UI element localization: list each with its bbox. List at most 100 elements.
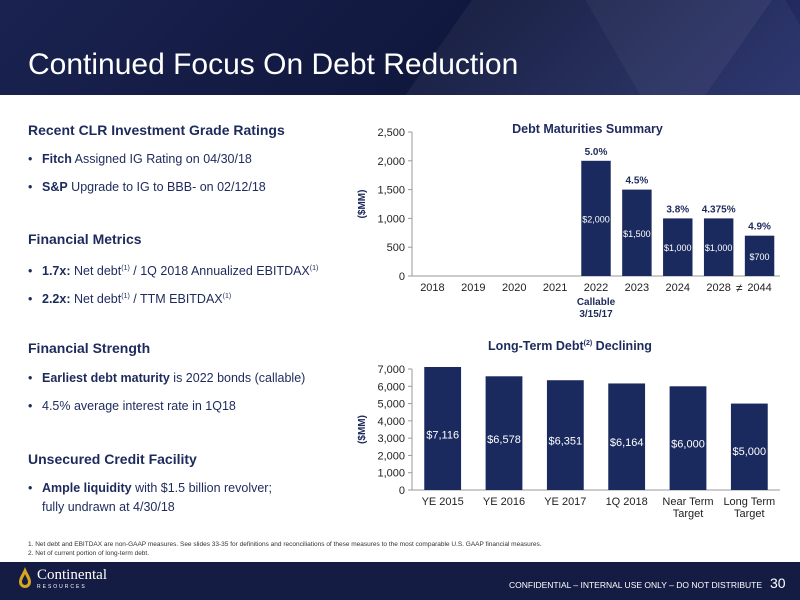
- metric-text: Net debt: [70, 292, 122, 307]
- page-title: Continued Focus On Debt Reduction: [28, 48, 519, 81]
- y-tick-label: 6,000: [377, 381, 405, 393]
- x-tick-label: 2023: [625, 282, 649, 294]
- x-tick-label: 2044: [747, 282, 771, 294]
- facility-text-line2: fully undrawn at 4/30/18: [42, 500, 175, 514]
- bar: [608, 383, 646, 490]
- y-tick-label: 1,000: [377, 213, 405, 225]
- y-tick-label: 0: [399, 485, 405, 497]
- y-tick-label: 5,000: [377, 399, 405, 411]
- bar-value-label: $6,351: [549, 436, 583, 448]
- bar-value-label: $1,000: [705, 243, 733, 253]
- ratings-item-fitch: • Fitch Assigned IG Rating on 04/30/18: [28, 152, 252, 166]
- footnote-ref: (2): [583, 339, 593, 347]
- strength-bold: Earliest debt maturity: [42, 371, 170, 385]
- rate-label: 5.0%: [585, 147, 608, 158]
- x-tick-label: Near Term: [662, 496, 713, 508]
- maturities-chart-title: Debt Maturities Summary: [512, 122, 663, 136]
- bar: [546, 380, 584, 490]
- bar-value-label: $1,500: [623, 229, 651, 239]
- metric-item-ttm: • 2.2x: Net debt(1) / TTM EBITDAX(1): [28, 292, 232, 307]
- rate-label: 4.9%: [748, 222, 771, 233]
- footer-bar: [0, 562, 800, 600]
- x-tick-label: Target: [673, 508, 704, 520]
- y-tick-label: 2,000: [377, 156, 405, 168]
- callable-date-annotation: 3/15/17: [579, 309, 613, 320]
- facility-text: with $1.5 billion revolver;: [131, 481, 272, 495]
- x-tick-label: Target: [734, 508, 765, 520]
- y-axis-label: ($MM): [357, 415, 368, 444]
- metric-bold: 1.7x:: [42, 264, 71, 279]
- x-tick-label: 2019: [461, 282, 485, 294]
- strength-heading: Financial Strength: [28, 340, 151, 356]
- footnote-ref: (1): [222, 293, 232, 300]
- bar: [669, 386, 707, 490]
- x-tick-label: Long Term: [723, 496, 775, 508]
- bar-value-label: $7,116: [426, 430, 459, 442]
- confidential-notice: CONFIDENTIAL – INTERNAL USE ONLY – DO NO…: [509, 580, 762, 590]
- x-tick-label: 2018: [420, 282, 444, 294]
- metric-text: / 1Q 2018 Annualized EBITDAX: [129, 264, 310, 279]
- bar: [663, 218, 693, 276]
- ratings-item-bold: S&P: [42, 180, 68, 194]
- bar-value-label: $700: [750, 252, 770, 262]
- x-tick-label: 2021: [543, 282, 567, 294]
- rate-label: 4.375%: [702, 204, 736, 215]
- strength-text: is 2022 bonds (callable): [169, 371, 306, 385]
- x-tick-label: 2022: [584, 282, 608, 294]
- metrics-heading: Financial Metrics: [28, 231, 142, 247]
- x-tick-label: YE 2015: [422, 496, 464, 508]
- y-tick-label: 500: [387, 242, 405, 254]
- logo-name: Continental: [37, 566, 107, 583]
- bar-value-label: $5,000: [733, 446, 767, 458]
- y-tick-label: 3,000: [377, 433, 405, 445]
- longterm-title-suffix: Declining: [592, 339, 652, 353]
- y-tick-label: 4,000: [377, 416, 405, 428]
- x-tick-label: YE 2016: [483, 496, 525, 508]
- bar-value-label: $6,578: [487, 434, 521, 446]
- x-tick-label: 2020: [502, 282, 526, 294]
- bar-value-label: $1,000: [664, 243, 692, 253]
- bar-value-label: $6,164: [610, 437, 644, 449]
- y-tick-label: 1,000: [377, 468, 405, 480]
- y-tick-label: 1,500: [377, 185, 405, 197]
- longterm-debt-chart: 0 1,000 2,000 3,000 4,000 5,000 6,000 7,000 ($MM…: [357, 364, 780, 520]
- callable-annotation: Callable: [577, 297, 616, 308]
- y-tick-label: 0: [399, 271, 405, 283]
- footnote-ref: (1): [309, 265, 319, 272]
- bar: [581, 160, 611, 276]
- x-tick-label: YE 2017: [544, 496, 586, 508]
- footnote-ref: (1): [121, 293, 130, 300]
- company-logo: Continental RESOURCES: [18, 566, 107, 590]
- bar: [485, 376, 523, 490]
- oil-drop-icon: [19, 567, 31, 588]
- facility-item-liquidity: • Ample liquidity with $1.5 billion revol…: [28, 481, 272, 514]
- metric-item-annualized: • 1.7x: Net debt(1) / 1Q 2018 Annualized …: [28, 264, 319, 279]
- y-tick-label: 2,000: [377, 450, 405, 462]
- strength-item-maturity: • Earliest debt maturity is 2022 bonds (c…: [28, 371, 306, 385]
- x-tick-label: 1Q 2018: [606, 496, 648, 508]
- bar-value-label: $2,000: [582, 214, 610, 224]
- longterm-chart-title: Long-Term Debt(2) Declining: [400, 339, 740, 353]
- logo-subtext: RESOURCES: [37, 583, 87, 590]
- facility-bold: Ample liquidity: [42, 481, 132, 495]
- axis-break-icon: ≠: [736, 281, 743, 295]
- y-tick-label: 2,500: [377, 127, 405, 139]
- bar: [730, 403, 768, 490]
- footnote-1: 1. Net debt and EBITDAX are non-GAAP mea…: [28, 541, 542, 548]
- rate-label: 3.8%: [666, 204, 689, 215]
- bar: [703, 218, 734, 276]
- ratings-item-bold: Fitch: [42, 152, 72, 166]
- ratings-item-text: Assigned IG Rating on 04/30/18: [71, 152, 252, 166]
- bar-value-label: $6,000: [671, 438, 705, 450]
- bar: [744, 235, 775, 276]
- ratings-item-text: Upgrade to IG to BBB- on 02/12/18: [67, 180, 266, 194]
- longterm-title-text: Long-Term Debt: [488, 339, 584, 353]
- x-tick-label: 2024: [666, 282, 690, 294]
- rate-label: 4.5%: [625, 176, 648, 187]
- y-tick-label: 7,000: [377, 364, 405, 376]
- bar: [424, 366, 462, 490]
- ratings-heading: Recent CLR Investment Grade Ratings: [28, 122, 285, 138]
- ratings-item-sp: • S&P Upgrade to IG to BBB- on 02/12/18: [28, 180, 266, 194]
- maturities-chart: 0 500 1,000 1,500 2,000 2,500 ($MM) 2018 2019 202…: [357, 127, 780, 320]
- strength-item-interest: • 4.5% average interest rate in 1Q18: [28, 399, 236, 413]
